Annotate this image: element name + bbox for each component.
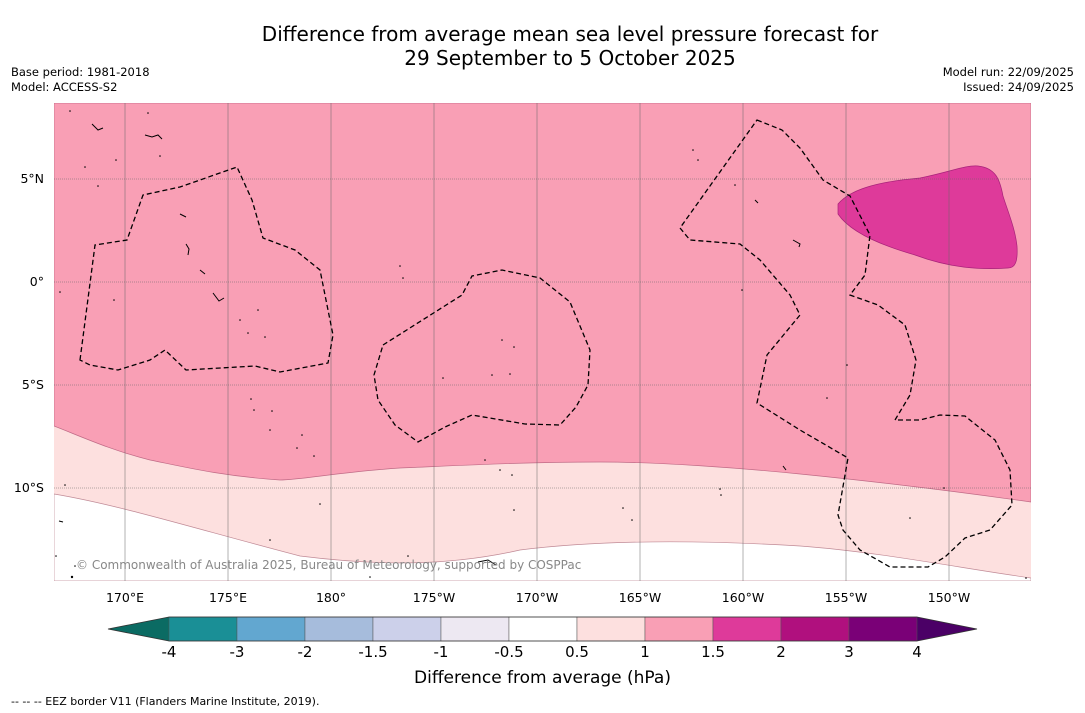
longitude-label: 165°W (618, 590, 662, 605)
eez-border-line-islands (679, 119, 1013, 568)
title-line-2: 29 September to 5 October 2025 (404, 46, 736, 70)
eez-borders (79, 119, 1013, 568)
colorbar-title: Difference from average (hPa) (414, 668, 671, 688)
colorbar-segment (576, 616, 646, 642)
colorbar-outline (107, 616, 978, 642)
island (58, 520, 64, 523)
eez-border-tuvalu (79, 166, 334, 373)
near-zero-region (54, 493, 1031, 581)
eez-footnote: -- -- -- EEZ border V11 (Flanders Marine… (11, 695, 320, 708)
eez-border-phoenix-islands (373, 269, 591, 443)
graticule (54, 103, 1031, 581)
island (199, 269, 206, 275)
island (179, 213, 187, 218)
island (477, 559, 497, 566)
colorbar-segment (508, 616, 578, 642)
colorbar-tick-label: -3 (229, 643, 245, 661)
model-run: Model run: 22/09/2025 (942, 65, 1074, 79)
longitude-label: 155°W (824, 590, 868, 605)
colorbar-tick-label: 4 (912, 643, 922, 661)
colorbar-tick-label: -4 (161, 643, 177, 661)
island (754, 199, 759, 204)
longitude-label: 175°E (208, 590, 247, 605)
latitude-label: 5°S (21, 377, 44, 392)
colorbar-segment (780, 616, 850, 642)
colorbar (107, 616, 978, 642)
island (144, 134, 163, 140)
colorbar-segment (304, 616, 374, 642)
longitude-label: 175°W (412, 590, 456, 605)
colorbar-segment (372, 616, 442, 642)
copyright-notice: © Commonwealth of Australia 2025, Bureau… (76, 558, 582, 572)
latitude-label: 10°S (13, 480, 44, 495)
colorbar-segment (236, 616, 306, 642)
strong-anomaly-region (837, 165, 1018, 270)
model-name: Model: ACCESS-S2 (11, 80, 118, 94)
longitude-label: 160°W (721, 590, 765, 605)
map-title: Difference from average mean sea level p… (0, 22, 1085, 70)
island (782, 465, 787, 471)
colorbar-segment (644, 616, 714, 642)
metadata-left: Base period: 1981-2018 Model: ACCESS-S2 (11, 65, 150, 95)
island (91, 123, 104, 131)
colorbar-over-arrow (917, 617, 977, 641)
moderate-anomaly-region (54, 103, 1031, 503)
colorbar-tick-label: 0.5 (565, 643, 589, 661)
colorbar-segment (168, 616, 238, 642)
colorbar-segment (440, 616, 510, 642)
colorbar-tick-label: 1.5 (701, 643, 725, 661)
colorbar-tick-label: -0.5 (494, 643, 524, 661)
issued-date: Issued: 24/09/2025 (963, 80, 1074, 94)
longitude-label: 170°E (105, 590, 144, 605)
islands (58, 123, 801, 566)
island (185, 243, 190, 256)
latitude-label: 5°N (20, 171, 44, 186)
longitude-label: 150°W (927, 590, 971, 605)
colorbar-segment (848, 616, 918, 642)
colorbar-tick-label: 3 (844, 643, 854, 661)
colorbar-tick-label: -1 (433, 643, 449, 661)
colorbar-tick-label: 2 (776, 643, 786, 661)
metadata-right: Model run: 22/09/2025 Issued: 24/09/2025 (943, 65, 1074, 95)
island (212, 292, 225, 302)
island (792, 239, 801, 248)
colorbar-tick-label: -2 (297, 643, 313, 661)
longitude-label: 180° (315, 590, 347, 605)
longitude-label: 170°W (515, 590, 559, 605)
colorbar-segment (712, 616, 782, 642)
base-period: Base period: 1981-2018 (11, 65, 150, 79)
colorbar-tick-label: 1 (640, 643, 650, 661)
colorbar-tick-label: -1.5 (358, 643, 388, 661)
island-dots (55, 110, 1027, 579)
title-line-1: Difference from average mean sea level p… (261, 22, 879, 46)
colorbar-under-arrow (108, 617, 169, 641)
map-area (54, 103, 1031, 581)
latitude-label: 0° (29, 274, 44, 289)
